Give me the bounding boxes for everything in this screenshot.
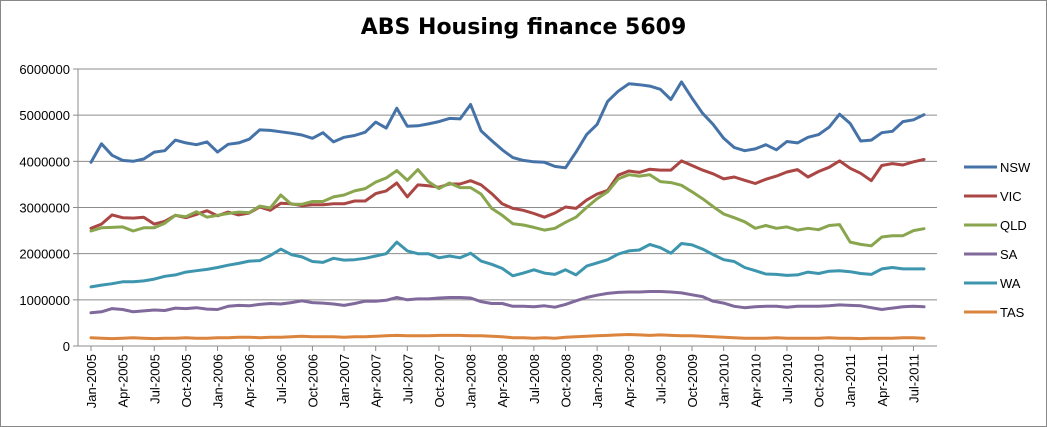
x-tick-label: Jan-2008 [464,354,479,408]
x-axis-tick-labels: Jan-2005 Apr-2005 Jul-2005 Oct-2005 Jan-2006… [84,354,921,408]
legend-label-qld: QLD [1000,218,1027,233]
y-tick-label: 0 [63,339,70,354]
gridlines [78,68,937,301]
x-tick-label: Jul-2006 [274,354,289,404]
series-line-wa [89,240,926,289]
y-axis-tick-labels: 0 1000000 2000000 3000000 4000000 5000000 6000… [19,62,70,354]
x-tick-label: Oct-2010 [812,354,827,407]
x-tick-label: Jul-2009 [653,354,668,404]
x-tick-label: Apr-2009 [622,354,637,407]
x-tick-label: Jan-2005 [84,354,99,408]
legend: NSW VIC QLD SA WA TAS [964,160,1031,320]
x-tick-label: Jan-2011 [843,354,858,407]
legend-label-tas: TAS [1000,305,1025,320]
series-lines [89,80,926,341]
x-tick-label: Apr-2010 [748,354,763,407]
x-tick-label: Jul-2010 [780,354,795,404]
chart-title: ABS Housing finance 5609 [360,15,687,40]
x-tick-label: Apr-2008 [495,354,510,407]
legend-label-sa: SA [1000,247,1018,262]
legend-label-wa: WA [1000,276,1021,291]
x-tick-label: Jan-2009 [590,354,605,408]
x-tick-label: Jul-2007 [400,354,415,404]
legend-label-vic: VIC [1000,189,1022,204]
x-tick-label: Jan-2007 [337,354,352,408]
series-line-nsw [89,80,926,170]
y-tick-label: 6000000 [19,62,70,77]
x-tick-label: Jul-2011 [906,354,921,403]
x-tick-label: Jul-2005 [147,354,162,404]
x-tick-label: Oct-2009 [685,354,700,407]
y-tick-label: 2000000 [19,247,70,262]
legend-label-nsw: NSW [1000,160,1031,175]
x-tick-label: Jan-2006 [211,354,226,408]
y-tick-label: 1000000 [19,293,70,308]
x-tick-label: Jan-2010 [717,354,732,408]
axes [73,68,937,351]
x-tick-label: Apr-2007 [369,354,384,407]
x-tick-label: Apr-2005 [116,354,131,407]
series-line-tas [89,333,926,341]
series-line-qld [89,168,926,248]
x-tick-label: Apr-2011 [875,354,890,407]
series-line-sa [89,290,926,315]
x-tick-label: Oct-2008 [558,354,573,407]
y-tick-label: 5000000 [19,108,70,123]
x-tick-label: Oct-2005 [179,354,194,407]
x-tick-label: Apr-2006 [242,354,257,407]
y-tick-label: 4000000 [19,154,70,169]
x-tick-label: Oct-2006 [305,354,320,407]
x-tick-label: Oct-2007 [432,354,447,407]
x-tick-label: Jul-2008 [527,354,542,404]
y-tick-label: 3000000 [19,201,70,216]
